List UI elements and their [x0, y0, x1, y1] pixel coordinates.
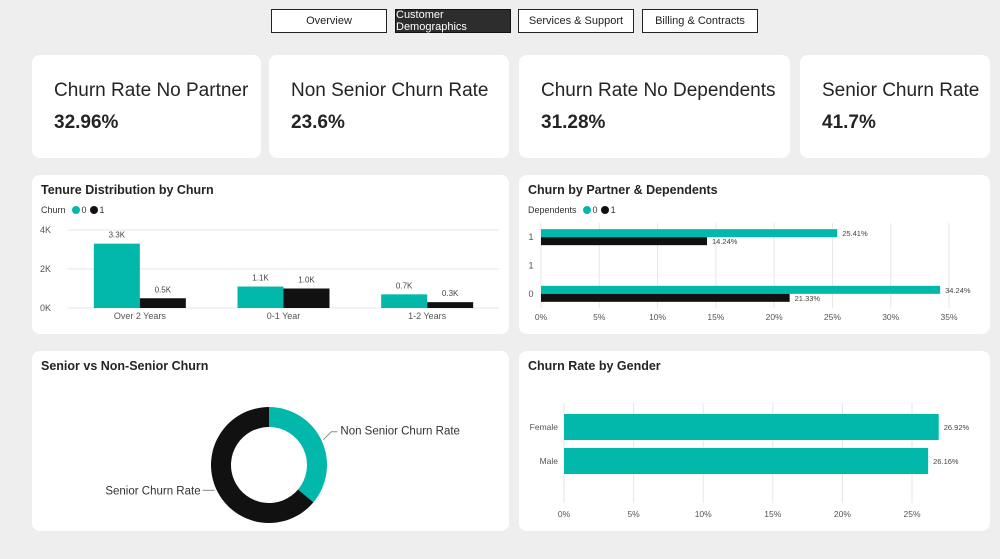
tab-billing-contracts[interactable]: Billing & Contracts: [642, 9, 758, 33]
x-tick-label: 0%: [558, 509, 571, 519]
data-label: 25.41%: [842, 229, 868, 238]
kpi-title: Churn Rate No Partner: [54, 80, 249, 101]
kpi-value: 32.96%: [54, 112, 119, 133]
tab-services-support[interactable]: Services & Support: [518, 9, 634, 33]
bar-series-0: [237, 286, 284, 308]
legend-label[interactable]: 1: [99, 205, 105, 215]
kpi-card-senior-churn: Senior Churn Rate 41.7%: [800, 55, 990, 158]
bar-series-0: [541, 285, 941, 294]
data-label: 3.3K: [109, 231, 126, 240]
tenure-chart: 0K 2K 4K 3.3K 0.5K Over 2 Years 1.1K 1.0K 0-1 Ye…: [40, 225, 499, 321]
panel-title: Churn by Partner & Dependents: [528, 183, 718, 197]
data-label: 34.24%: [945, 286, 971, 295]
legend-swatch-teal: [582, 206, 591, 214]
tenure-distribution-panel: Tenure Distribution by Churn Churn 0 1 0…: [32, 175, 509, 334]
x-tick-label: 25%: [903, 509, 920, 519]
kpi-value: 41.7%: [822, 112, 876, 133]
x-tick-label: 30%: [882, 312, 899, 322]
donut-slice: [210, 407, 314, 523]
bar: [564, 448, 929, 474]
y-tick-label: 4K: [40, 225, 51, 235]
kpi-value: 31.28%: [541, 112, 606, 133]
x-tick-label: Over 2 Years: [114, 311, 167, 321]
x-tick-label: 0%: [535, 312, 548, 322]
kpi-title: Senior Churn Rate: [822, 80, 980, 101]
senior-churn-panel: Senior vs Non-Senior Churn Non Senior Ch…: [32, 351, 509, 531]
kpi-card-churn-no-partner: Churn Rate No Partner 32.96%: [32, 55, 261, 158]
legend-swatch-black: [600, 206, 609, 214]
slice-label: Senior Churn Rate: [105, 485, 200, 497]
data-label: 0.7K: [396, 281, 413, 290]
data-label: 0.5K: [155, 285, 172, 294]
legend-label[interactable]: 0: [81, 205, 87, 215]
gender-chart: 0% 5% 10% 15% 20% 25% Female 26.92% Male 26.16%: [530, 403, 970, 519]
senior-donut-chart: Non Senior Churn Rate Senior Churn Rate: [105, 407, 460, 523]
chart-legend: Churn 0 1: [41, 205, 108, 215]
bar: [564, 414, 939, 440]
y-tick-label: 1: [528, 261, 533, 271]
x-tick-label: 0-1 Year: [267, 311, 301, 321]
y-tick-label: 1: [528, 232, 533, 242]
x-tick-label: 35%: [940, 312, 957, 322]
legend-label[interactable]: 0: [592, 205, 598, 215]
legend-title: Churn: [41, 205, 66, 215]
x-tick-label: 5%: [627, 509, 640, 519]
leader-line: [323, 431, 338, 441]
data-label: 1.0K: [298, 276, 315, 285]
chart-legend: Dependents 0 1: [528, 205, 619, 215]
y-tick-label: 0: [528, 289, 533, 299]
legend-label[interactable]: 1: [610, 205, 616, 215]
slice-label: Non Senior Churn Rate: [340, 426, 460, 438]
x-tick-label: 20%: [766, 312, 783, 322]
x-tick-label: 15%: [764, 509, 781, 519]
bar-series-1: [283, 288, 330, 308]
panel-title: Senior vs Non-Senior Churn: [41, 359, 209, 373]
donut-slice: [269, 407, 327, 503]
x-tick-label: 10%: [695, 509, 712, 519]
bar-series-0: [541, 229, 838, 238]
tab-customer-demographics[interactable]: Customer Demographics: [395, 9, 511, 33]
bar-series-0: [381, 294, 428, 308]
data-label: 1.1K: [252, 274, 269, 283]
legend-swatch-black: [89, 206, 98, 214]
data-label: 21.33%: [795, 294, 821, 303]
bar-series-0: [93, 243, 140, 308]
y-tick-label: 2K: [40, 264, 51, 274]
bar-series-1: [427, 302, 474, 308]
kpi-value: 23.6%: [291, 112, 345, 133]
x-tick-label: 5%: [593, 312, 606, 322]
kpi-card-churn-no-dependents: Churn Rate No Dependents 31.28%: [519, 55, 790, 158]
panel-title: Tenure Distribution by Churn: [41, 183, 214, 197]
x-tick-label: 20%: [834, 509, 851, 519]
partner-dependents-panel: Churn by Partner & Dependents Dependents…: [519, 175, 990, 334]
x-tick-label: 15%: [707, 312, 724, 322]
y-tick-label: 0K: [40, 303, 51, 313]
y-tick-label: Male: [540, 456, 559, 466]
legend-title: Dependents: [528, 205, 577, 215]
data-label: 26.92%: [944, 423, 970, 432]
x-tick-label: 10%: [649, 312, 666, 322]
tab-overview[interactable]: Overview: [271, 9, 387, 33]
y-tick-label: Female: [530, 422, 559, 432]
bar-series-1: [541, 237, 707, 246]
panel-title: Churn Rate by Gender: [528, 359, 661, 373]
bar-series-1: [139, 298, 186, 308]
x-tick-label: 25%: [824, 312, 841, 322]
data-label: 0.3K: [442, 289, 459, 298]
bar-series-1: [541, 293, 790, 302]
legend-swatch-teal: [71, 206, 80, 214]
partner-chart: 0% 5% 10% 15% 20% 25% 30% 35% 1 25.41% 14.24% 1 0 34.…: [528, 223, 971, 322]
gender-churn-panel: Churn Rate by Gender 0% 5% 10% 15% 20% 25% Fem…: [519, 351, 990, 531]
data-label: 14.24%: [712, 237, 738, 246]
data-label: 26.16%: [933, 457, 959, 466]
kpi-card-non-senior-churn: Non Senior Churn Rate 23.6%: [269, 55, 509, 158]
kpi-title: Non Senior Churn Rate: [291, 80, 489, 101]
kpi-title: Churn Rate No Dependents: [541, 80, 776, 101]
x-tick-label: 1-2 Years: [408, 311, 447, 321]
